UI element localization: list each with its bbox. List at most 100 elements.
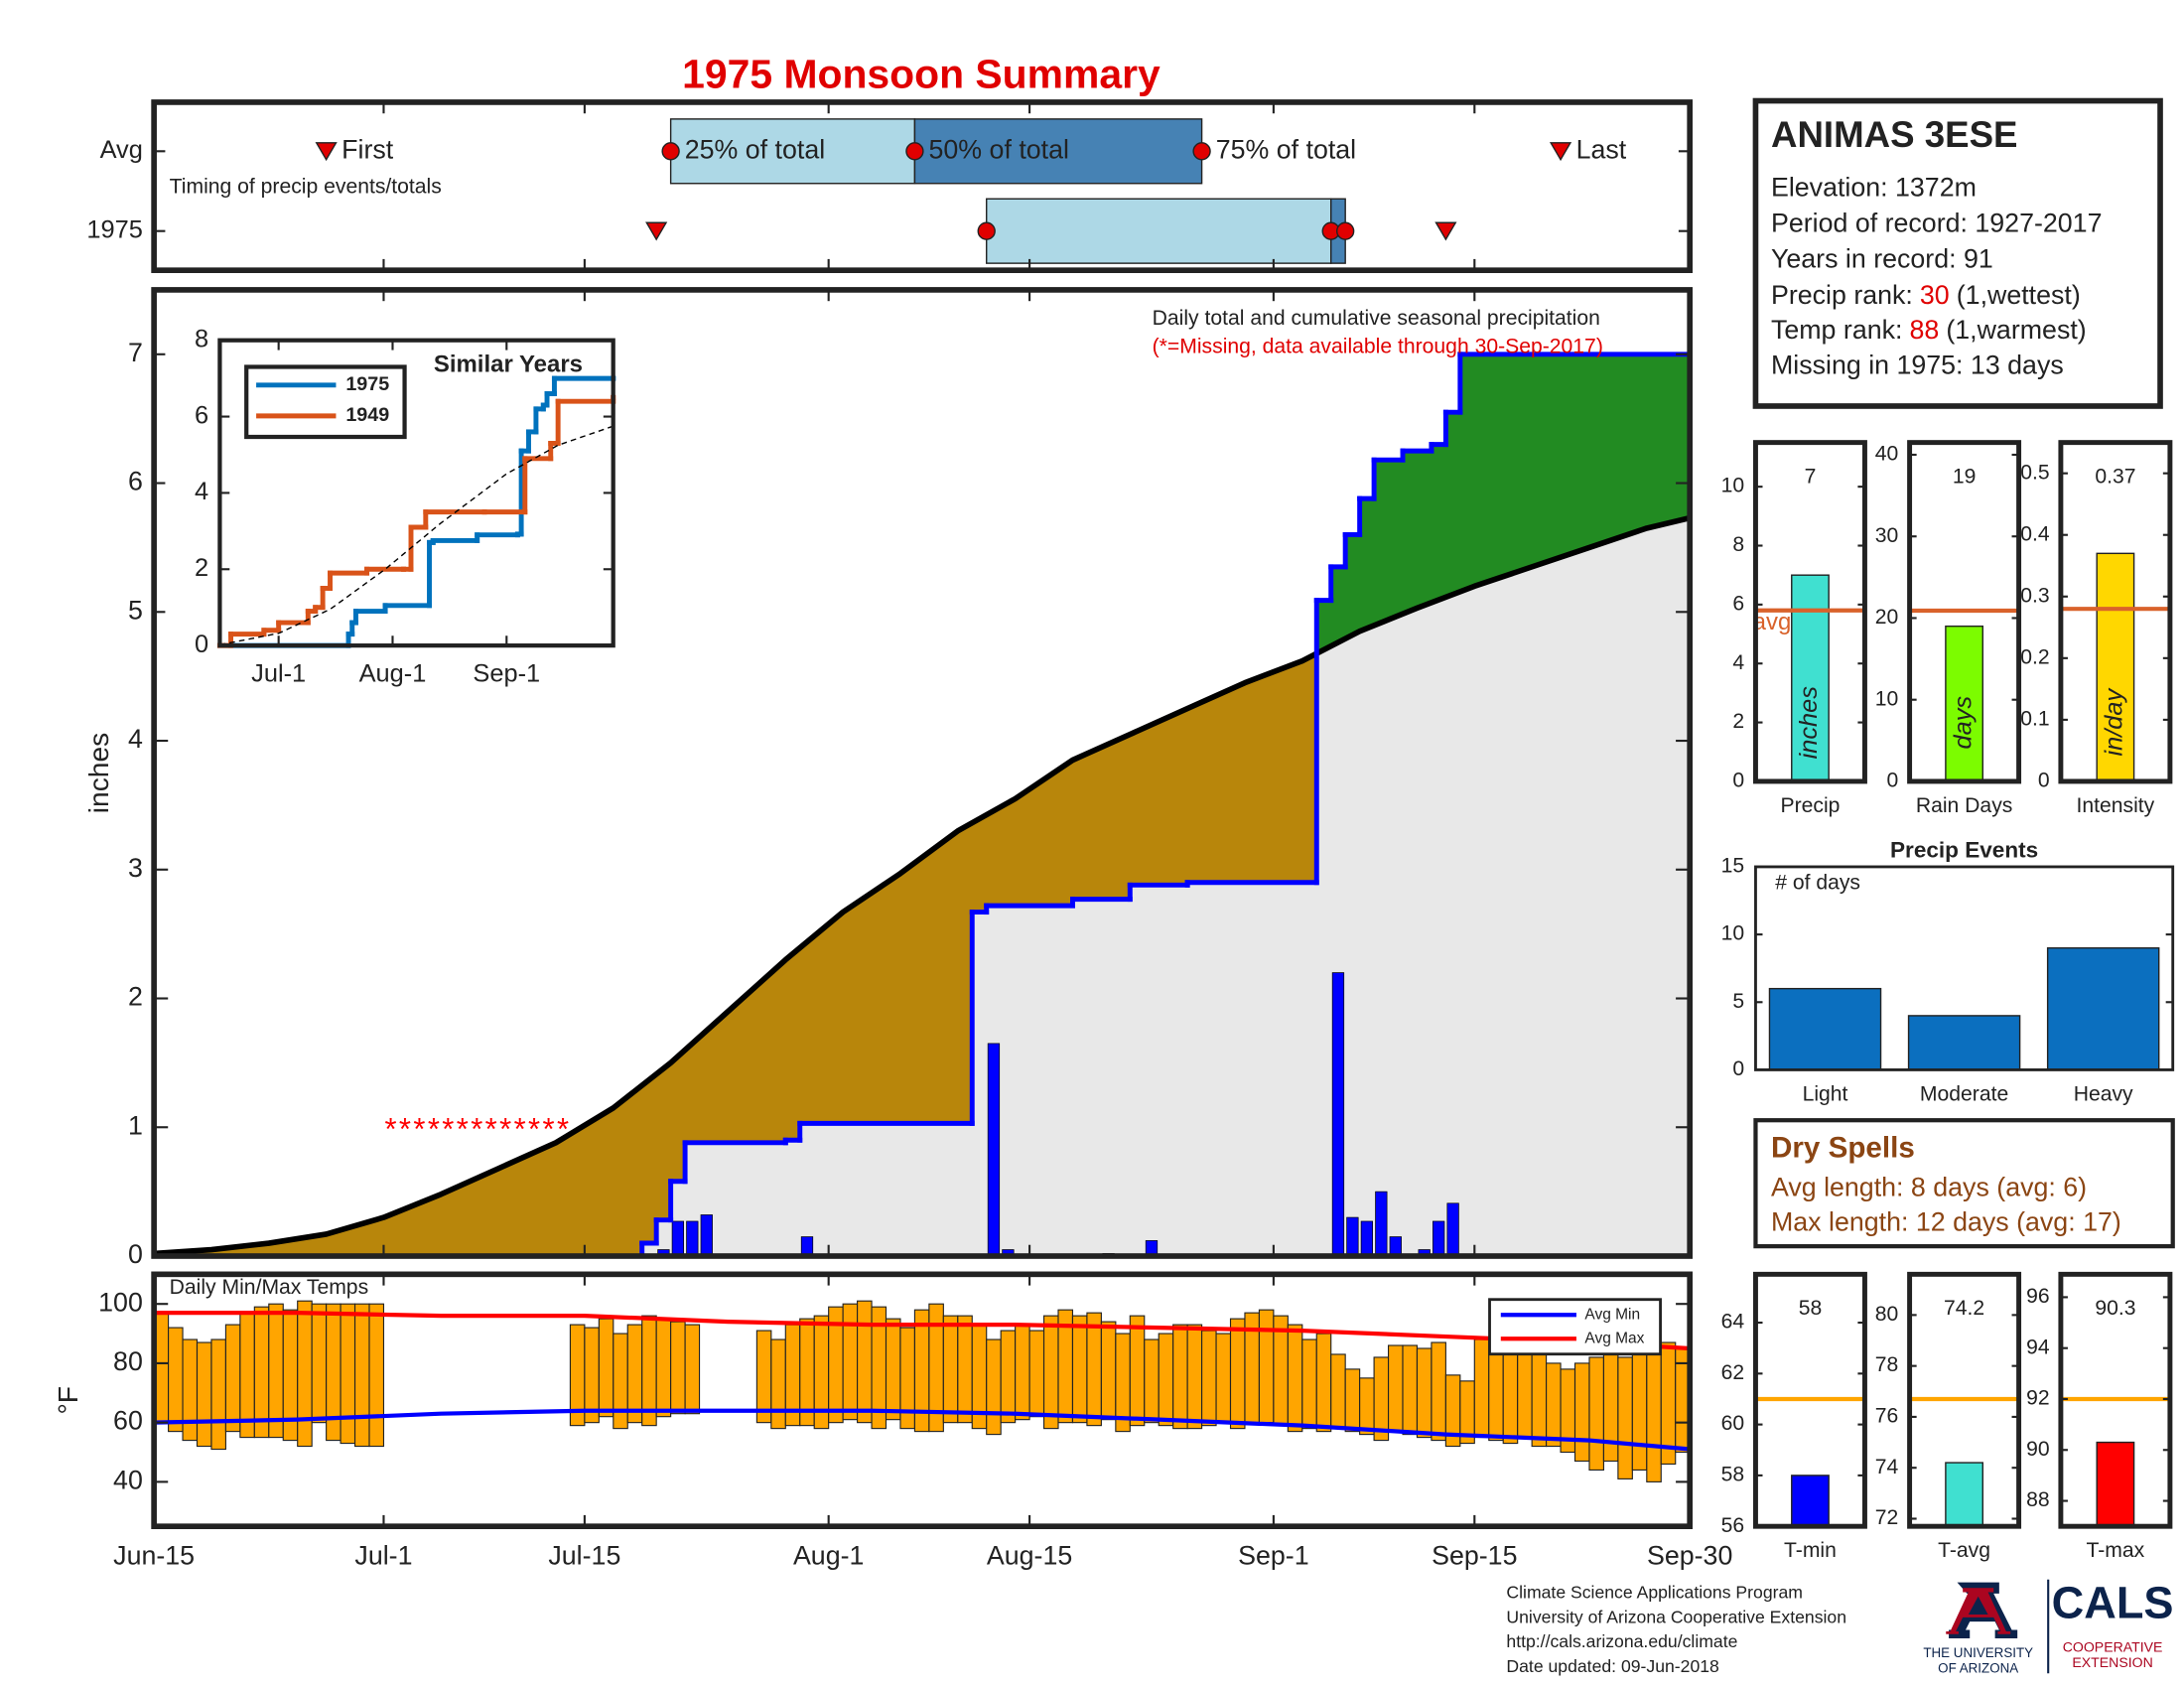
daily-bar — [1346, 1216, 1359, 1257]
temp-bar — [598, 1318, 614, 1418]
value-label: 58 — [1799, 1297, 1823, 1320]
y-tick-label: 10 — [1721, 922, 1745, 945]
bar — [1768, 987, 1882, 1071]
axes-frame — [1752, 1271, 1867, 1529]
y-tick-label: 100 — [98, 1287, 143, 1317]
summary-bar — [2096, 552, 2135, 782]
y-tick-label: 0 — [128, 1239, 143, 1269]
temp-bar — [1416, 1347, 1433, 1439]
timing-marker — [1192, 142, 1211, 161]
rank-value: 88 — [1909, 315, 1939, 345]
temp-bar — [210, 1338, 226, 1451]
temp-bar — [1631, 1344, 1648, 1472]
missing-marker: * — [442, 1112, 454, 1147]
dry-spells-box — [1753, 1118, 2175, 1249]
temp-bar — [224, 1324, 241, 1433]
y-tick-label: 90 — [2026, 1438, 2050, 1461]
timing-marker — [661, 142, 680, 161]
missing-marker: * — [399, 1112, 411, 1147]
temp-bar — [1330, 1353, 1346, 1430]
temp-bar — [1646, 1341, 1662, 1482]
annotation-note: (*=Missing, data available through 30-Se… — [1153, 335, 1603, 357]
temp-bar — [1258, 1309, 1275, 1424]
daily-bar — [1433, 1220, 1445, 1257]
temp-bar — [1402, 1344, 1419, 1436]
temp-bar — [1617, 1356, 1633, 1479]
y-tick-label: 78 — [1875, 1353, 1899, 1376]
average-line — [219, 425, 614, 646]
bar — [1907, 1015, 2021, 1071]
logo-extension: COOPERATIVE — [2063, 1639, 2163, 1655]
temp-bar — [196, 1341, 212, 1448]
temp-bar — [986, 1338, 1002, 1436]
event-marker — [1434, 221, 1457, 241]
temp-bar — [584, 1327, 600, 1424]
logo — [1946, 1582, 2018, 1639]
category-label: T-max — [2087, 1539, 2145, 1562]
y-tick-label: 0 — [1732, 1057, 1744, 1080]
temp-bar — [311, 1303, 328, 1424]
value-label: 19 — [1953, 465, 1977, 488]
value-label: 0.37 — [2095, 465, 2135, 488]
temp-bar — [613, 1333, 628, 1430]
logo-text: THE UNIVERSITY — [1923, 1645, 2033, 1660]
y-tick-label: 62 — [1721, 1361, 1745, 1384]
y-axis-label: °F — [52, 1386, 83, 1415]
temp-bar — [1000, 1330, 1017, 1424]
missing-marker: * — [384, 1112, 396, 1147]
axes-frame — [1907, 1271, 2022, 1529]
missing-marker: * — [514, 1112, 526, 1147]
y-tick-label: 10 — [1875, 687, 1899, 710]
missing-marker: * — [543, 1112, 555, 1147]
x-tick-label: Sep-1 — [1238, 1540, 1308, 1570]
value-label: 90.3 — [2095, 1297, 2135, 1320]
x-tick-label: Jul-1 — [251, 659, 306, 687]
daily-bar — [1360, 1220, 1374, 1257]
y-tick-label: 2 — [195, 554, 208, 582]
temp-bar — [1215, 1333, 1232, 1424]
value-label: 74.2 — [1944, 1297, 1984, 1320]
daily-bar — [700, 1214, 713, 1257]
temp-bar — [1129, 1315, 1146, 1427]
summary-bar — [1945, 625, 1983, 782]
daily-bar — [800, 1236, 814, 1257]
summary-bar — [2096, 1441, 2135, 1527]
legend-box — [244, 364, 407, 440]
legend-label: Avg Max — [1584, 1330, 1644, 1346]
temp-bar — [770, 1338, 786, 1430]
unit-label: days — [1949, 696, 1977, 750]
axes-frame — [151, 1271, 1693, 1530]
timing-box-early — [986, 198, 1332, 264]
summary-bar — [1791, 1475, 1830, 1527]
missing-marker: * — [528, 1112, 540, 1147]
logo-text: OF ARIZONA — [1938, 1661, 2018, 1676]
y-tick-label: 64 — [1721, 1311, 1745, 1334]
unit-label: inches — [1795, 686, 1823, 760]
temp-bar — [1071, 1315, 1088, 1424]
x-tick-label: Aug-15 — [987, 1540, 1072, 1570]
temp-bar — [1028, 1330, 1045, 1418]
temp-bar — [684, 1324, 701, 1415]
category-label: Precip — [1780, 794, 1840, 817]
y-tick-label: 8 — [195, 325, 208, 352]
y-tick-label: 94 — [2026, 1336, 2050, 1358]
y-tick-label: 76 — [1875, 1405, 1899, 1428]
footer-line: http://cals.arizona.edu/climate — [1506, 1631, 1737, 1651]
temp-bar — [1546, 1362, 1562, 1448]
marker-label: 25% of total — [685, 134, 825, 164]
daily-bar — [1446, 1202, 1459, 1257]
y-tick-label: 20 — [1875, 606, 1899, 629]
y-tick-label: 40 — [1875, 443, 1899, 466]
rank-value: 30 — [1920, 280, 1950, 310]
temp-bar — [1387, 1344, 1404, 1433]
axes-frame — [2058, 440, 2173, 784]
y-tick-label: 2 — [128, 982, 143, 1012]
temp-bar — [1201, 1330, 1217, 1427]
temp-bar — [655, 1318, 672, 1418]
marker-label: 75% of total — [1216, 134, 1356, 164]
axes-frame — [217, 338, 615, 648]
bar — [2046, 947, 2160, 1071]
temp-bar — [1573, 1362, 1590, 1463]
temp-bar — [1144, 1338, 1160, 1424]
